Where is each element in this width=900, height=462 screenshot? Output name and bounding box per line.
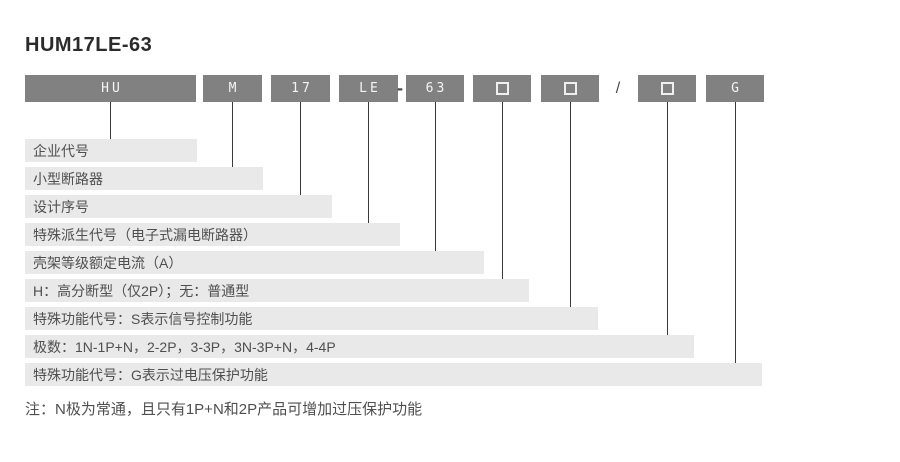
code-box-label: 17 — [291, 81, 313, 96]
connector-line — [368, 102, 369, 223]
code-box-7 — [541, 75, 599, 102]
connector-line — [667, 102, 668, 335]
connector-line — [110, 102, 111, 139]
code-box-4: LE — [339, 75, 398, 102]
description-bar: H：高分断型（仅2P）；无：普通型 — [25, 279, 529, 302]
note-text: 注：N极为常通，且只有1P+N和2P产品可增加过压保护功能 — [25, 401, 423, 418]
dash-separator: - — [397, 78, 403, 98]
description-label: 特殊派生代号（电子式漏电断路器） — [33, 226, 257, 243]
description-label: 特殊功能代号：G表示过电压保护功能 — [33, 366, 268, 383]
connector-line — [570, 102, 571, 307]
description-bar: 特殊功能代号：S表示信号控制功能 — [25, 307, 598, 330]
code-box-label: 63 — [425, 81, 448, 96]
code-box-8 — [638, 75, 696, 102]
code-box-5: 63 — [406, 75, 464, 102]
slash-separator: / — [615, 79, 621, 97]
connector-line — [300, 102, 301, 195]
square-placeholder-icon — [563, 82, 577, 95]
description-label: 小型断路器 — [33, 170, 103, 187]
description-label: 设计序号 — [33, 198, 89, 215]
description-label: H：高分断型（仅2P）；无：普通型 — [33, 282, 250, 299]
code-box-9: G — [706, 75, 764, 102]
description-bar: 壳架等级额定电流（A） — [25, 251, 484, 274]
connector-line — [502, 102, 503, 279]
description-bar: 极数：1N-1P+N，2-2P，3-3P，3N-3P+N，4-4P — [25, 335, 694, 358]
description-bar: 小型断路器 — [25, 167, 263, 190]
code-box-6 — [473, 75, 531, 102]
code-box-3: 17 — [271, 75, 330, 102]
code-box-label: M — [228, 81, 240, 96]
page-title: HUM17LE-63 — [25, 34, 153, 56]
code-box-2: M — [203, 75, 262, 102]
description-label: 特殊功能代号：S表示信号控制功能 — [33, 310, 253, 327]
code-box-label: G — [731, 81, 742, 96]
connector-line — [735, 102, 736, 363]
connector-line — [232, 102, 233, 167]
description-label: 企业代号 — [33, 142, 89, 159]
description-bar: 设计序号 — [25, 195, 332, 218]
description-bar: 特殊功能代号：G表示过电压保护功能 — [25, 363, 762, 386]
description-label: 极数：1N-1P+N，2-2P，3-3P，3N-3P+N，4-4P — [33, 338, 336, 355]
code-box-label: LE — [359, 81, 381, 96]
connector-line — [435, 102, 436, 251]
description-label: 壳架等级额定电流（A） — [33, 254, 183, 271]
description-bar: 特殊派生代号（电子式漏电断路器） — [25, 223, 400, 246]
square-placeholder-icon — [495, 82, 509, 95]
code-box-label: HU — [101, 81, 123, 96]
square-placeholder-icon — [660, 82, 674, 95]
code-box-1: HU — [25, 75, 196, 102]
description-bar: 企业代号 — [25, 139, 197, 162]
